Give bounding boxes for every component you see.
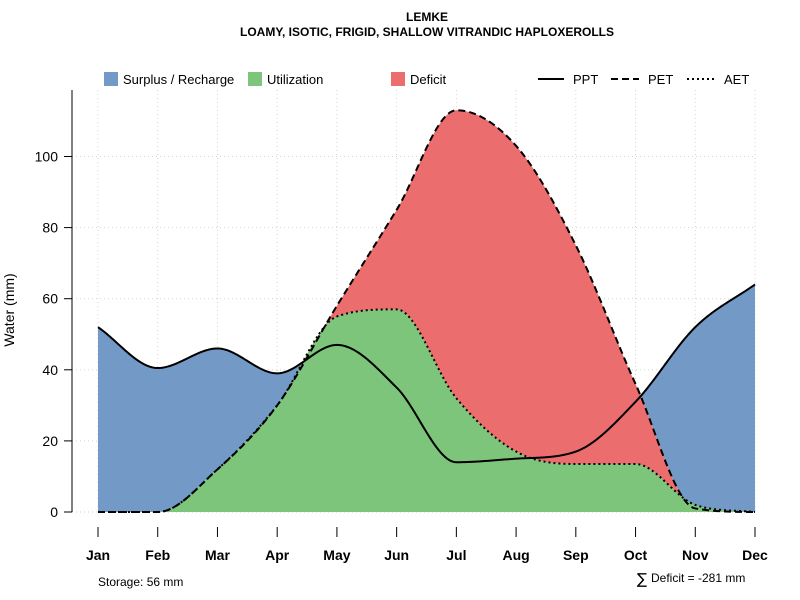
legend-label-ppt: PPT: [573, 72, 598, 87]
surplus-recharge-area: [98, 110, 755, 512]
x-tick-label: Feb: [145, 547, 170, 563]
sum-icon: ∑: [637, 570, 647, 588]
deficit-area: [98, 110, 755, 512]
x-tick-label: Apr: [265, 547, 290, 563]
x-tick-label: Jun: [384, 547, 409, 563]
aet-line: [98, 308, 756, 513]
tick-labels: 0 20 40 60 80 100 Jan Feb Mar Apr May Jun Jul Aug Sep O…: [35, 149, 768, 564]
deficit-note: Deficit = -281 mm: [651, 571, 745, 585]
x-tick-label: Aug: [502, 547, 529, 563]
storage-note: Storage: 56 mm: [98, 575, 183, 589]
x-tick-label: Mar: [205, 547, 230, 563]
x-tick-label: Jan: [86, 547, 110, 563]
y-tick-label: 40: [42, 362, 58, 378]
legend-swatch-utilization: [248, 72, 262, 86]
legend-label-aet: AET: [724, 72, 749, 87]
x-tick-label: Oct: [624, 547, 648, 563]
legend-label-surplus: Surplus / Recharge: [123, 72, 234, 87]
y-tick-label: 20: [42, 433, 58, 449]
x-tick-label: May: [323, 547, 350, 563]
legend: Surplus / Recharge Utilization Deficit P…: [104, 72, 749, 87]
legend-label-utilization: Utilization: [267, 72, 323, 87]
y-tick-label: 0: [50, 504, 58, 520]
x-tick-label: Sep: [563, 547, 589, 563]
y-tick-label: 60: [42, 291, 58, 307]
chart-subtitle: LOAMY, ISOTIC, FRIGID, SHALLOW VITRANDIC…: [240, 25, 614, 39]
area-fills: [98, 110, 755, 512]
y-tick-label: 100: [35, 149, 59, 165]
chart-title: LEMKE: [406, 10, 448, 24]
pet-line: [98, 109, 756, 513]
legend-label-deficit: Deficit: [410, 72, 447, 87]
legend-label-pet: PET: [648, 72, 673, 87]
x-tick-label: Nov: [682, 547, 709, 563]
y-axis-label: Water (mm): [1, 273, 17, 346]
series-lines: [97, 109, 756, 513]
y-tick-label: 80: [42, 220, 58, 236]
x-tick-label: Jul: [446, 547, 466, 563]
legend-swatch-deficit: [391, 72, 405, 86]
utilization-area: [98, 309, 755, 512]
ppt-line: [97, 283, 756, 464]
x-tick-label: Dec: [742, 547, 768, 563]
legend-swatch-surplus: [104, 72, 118, 86]
